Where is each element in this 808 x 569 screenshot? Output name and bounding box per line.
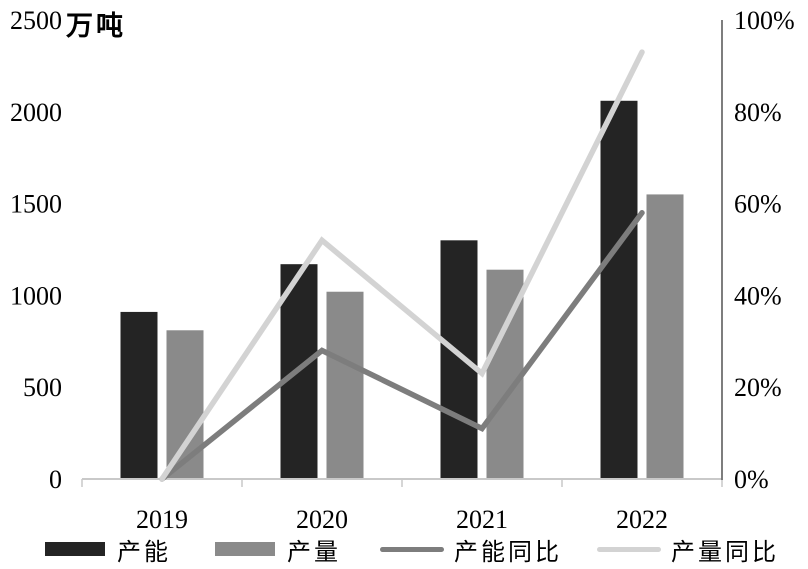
legend-bar-swatch [215,542,275,556]
bar-series2-2020 [326,291,364,479]
legend-label: 产能 [117,539,171,566]
y-axis-left-tick-label: 500 [23,373,62,402]
x-axis-tick-label: 2021 [456,505,508,534]
y-axis-right-tick-label: 60% [734,190,782,219]
legend-label: 产量同比 [671,539,779,566]
bar-series2-2019 [166,330,204,479]
x-axis-tick-label: 2020 [296,505,348,534]
legend-item-series4: 产量同比 [597,534,779,566]
bar-series2-2022 [646,194,684,480]
unit-label: 万吨 [66,11,126,41]
bar-series1-2022 [600,100,638,479]
legend-label: 产能同比 [454,539,562,566]
y-axis-right-tick-label: 80% [734,98,782,127]
y-axis-right-tick-label: 20% [734,373,782,402]
legend-line-swatch [597,546,661,552]
legend-item-series1: 产能 [45,534,171,566]
y-axis-left-tick-label: 2500 [10,6,62,35]
x-axis-tick-label: 2019 [136,505,188,534]
y-axis-left-tick-label: 2000 [10,98,62,127]
bar-series1-2019 [120,311,158,479]
line-series1 [159,210,645,482]
y-axis-right-tick-label: 40% [734,281,782,310]
y-axis-left-tick-label: 1500 [10,190,62,219]
y-axis-left-tick-label: 0 [49,465,62,494]
y-axis-right-tick-label: 100% [734,6,795,35]
legend-line-swatch [380,546,444,552]
x-axis-tick-label: 2022 [616,505,668,534]
legend-label: 产量 [287,539,341,566]
chart-legend: 产能 产量 产能同比 产量同比 [0,534,808,566]
legend-bar-swatch [45,542,105,556]
y-axis-right-tick-label: 0% [734,465,769,494]
y-axis-left-tick-label: 1000 [10,281,62,310]
line-series2 [159,49,645,482]
legend-item-series3: 产能同比 [380,534,562,566]
bar-series1-2021 [440,240,478,479]
legend-item-series2: 产量 [215,534,341,566]
